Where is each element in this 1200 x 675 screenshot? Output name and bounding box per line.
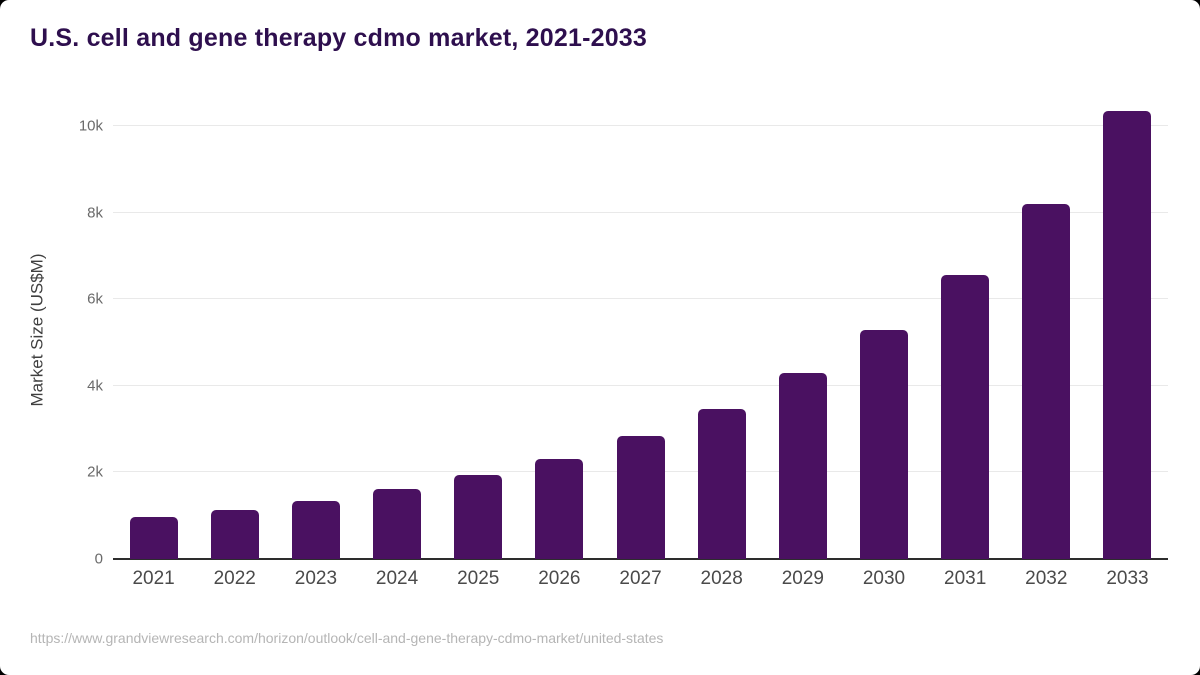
bar-slot-2030 [843, 100, 924, 559]
bar-2022 [210, 510, 259, 559]
y-axis-title: Market Size (US$M) [26, 100, 50, 559]
bar-2032 [1022, 203, 1071, 559]
source-url: https://www.grandviewresearch.com/horizo… [30, 630, 664, 646]
bar-2029 [778, 372, 827, 559]
bar-slot-2026 [519, 100, 600, 559]
x-tick-label-2032: 2032 [1025, 568, 1068, 589]
x-tick-label-2030: 2030 [862, 568, 906, 589]
bar-slot-2025 [438, 100, 519, 559]
y-tick-label-10k: 10k [78, 117, 103, 135]
bar-slot-2023 [275, 100, 356, 559]
bar-slot-2027 [600, 100, 681, 559]
bar-2033 [1103, 110, 1152, 559]
bar-slot-2021 [113, 100, 194, 559]
bar-slot-2028 [681, 100, 762, 559]
x-tick-label-2025: 2025 [457, 568, 500, 589]
y-tick-label-4k: 4k [87, 377, 103, 395]
bar-2030 [859, 329, 908, 559]
gridline-8k [113, 211, 1168, 213]
bar-slot-2032 [1006, 100, 1087, 559]
bar-2025 [454, 474, 503, 559]
bars-layer [113, 100, 1168, 559]
bar-2026 [535, 458, 584, 559]
bar-slot-2031 [925, 100, 1006, 559]
x-tick-label-2029: 2029 [781, 568, 824, 589]
bar-slot-2033 [1087, 100, 1168, 559]
y-tick-label-6k: 6k [87, 290, 103, 308]
gridline-10k [113, 124, 1168, 126]
bar-2024 [373, 489, 422, 559]
x-tick-label-2022: 2022 [213, 568, 256, 589]
gridline-6k [113, 298, 1168, 300]
bar-2028 [697, 408, 746, 559]
x-tick-label-2023: 2023 [294, 568, 338, 589]
x-tick-label-2021: 2021 [132, 568, 175, 589]
bar-2027 [616, 436, 665, 559]
bar-slot-2022 [194, 100, 275, 559]
chart-title: U.S. cell and gene therapy cdmo market, … [30, 24, 648, 52]
bar-slot-2024 [356, 100, 437, 559]
gridline-4k [113, 384, 1168, 386]
bar-2023 [291, 500, 340, 559]
y-tick-label-8k: 8k [87, 204, 103, 222]
x-axis-labels: 2021 2022 2023 2024 2025 2026 2027 2028 2029 2030… [113, 568, 1168, 590]
bar-2021 [129, 517, 178, 559]
bar-slot-2029 [762, 100, 843, 559]
x-tick-label-2027: 2027 [619, 568, 662, 589]
x-tick-label-2024: 2024 [375, 568, 419, 589]
bar-2031 [941, 274, 990, 559]
x-tick-label-2031: 2031 [944, 568, 987, 589]
y-axis-title-text: Market Size (US$M) [28, 252, 47, 407]
y-tick-label-0: 0 [94, 550, 103, 568]
x-tick-label-2033: 2033 [1106, 568, 1149, 589]
x-axis-line [113, 558, 1168, 560]
x-tick-label-2026: 2026 [538, 568, 581, 589]
y-tick-label-2k: 2k [87, 463, 103, 481]
plot-area: 0 2k 4k 6k 8k 10k [79, 100, 1168, 568]
x-tick-label-2028: 2028 [700, 568, 743, 589]
